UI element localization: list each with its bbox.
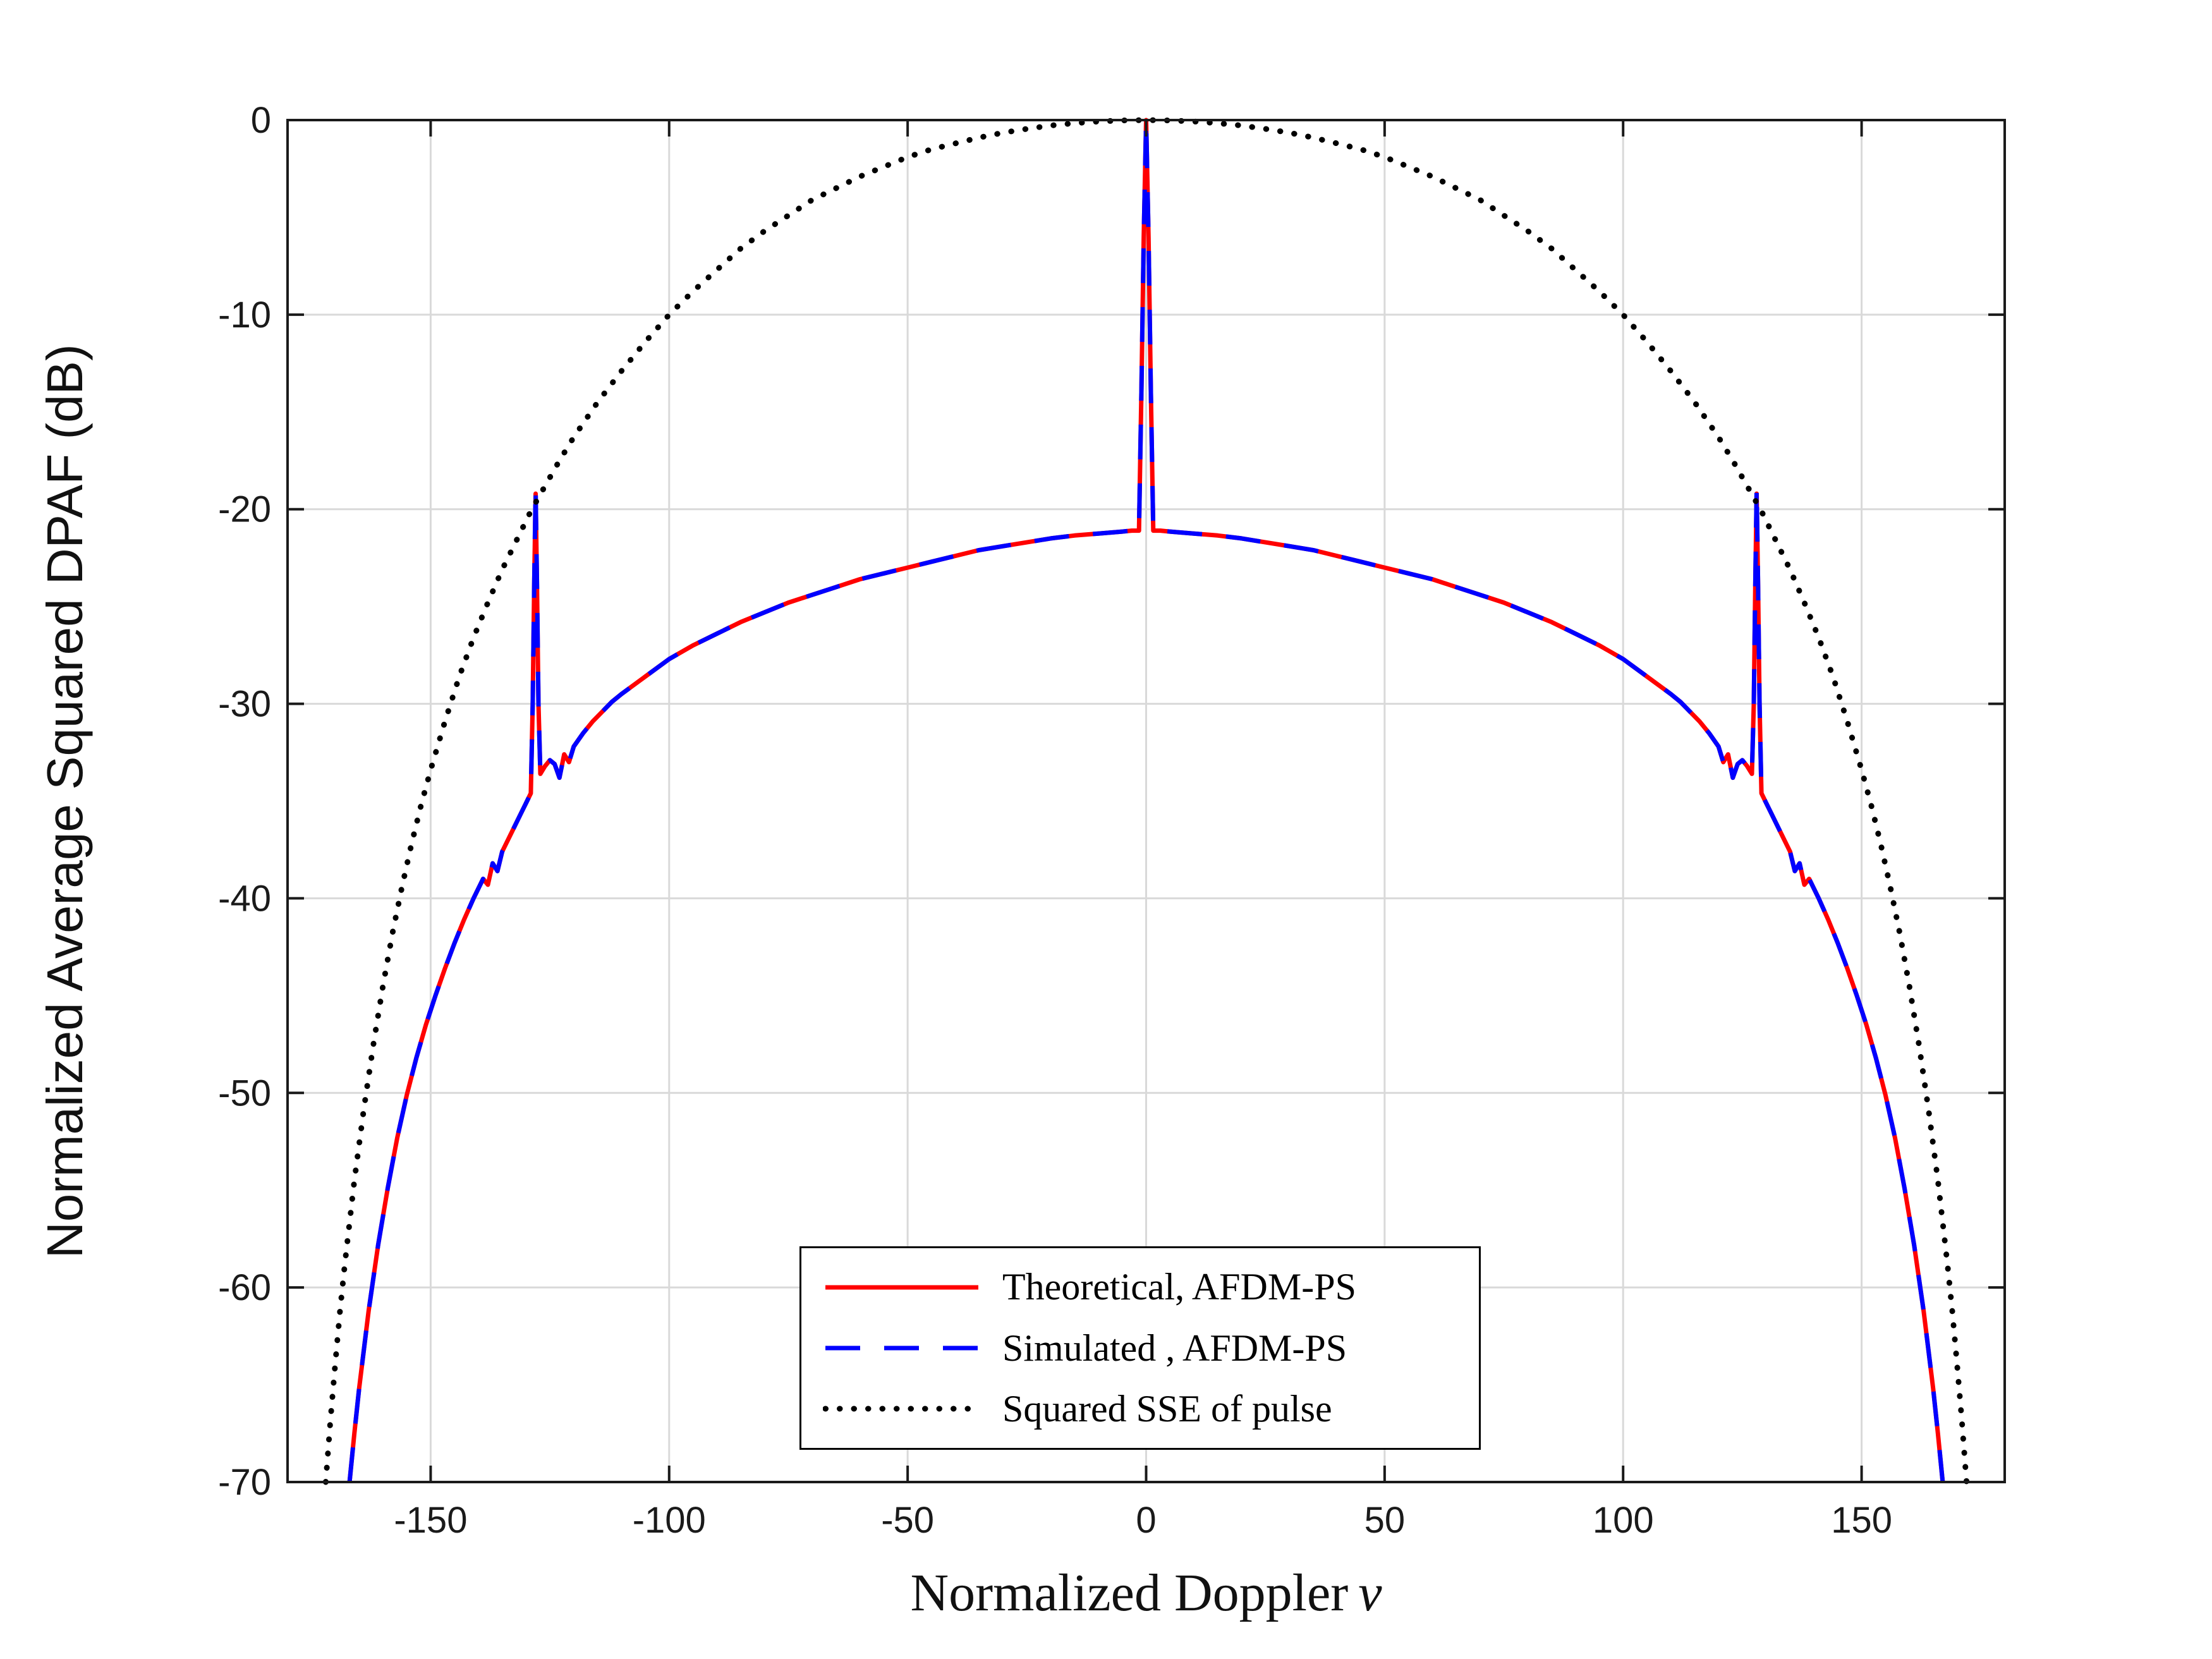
y-tick-label: -60 — [218, 1267, 271, 1308]
legend-line-sample-dashed — [825, 1346, 978, 1351]
x-axis-label-text: Normalized Doppler — [910, 1564, 1349, 1622]
legend-line-sample-dotted — [823, 1406, 981, 1412]
axes-layer: -150 -100 -50 0 50 100 150 0 -10 -20 -30 -40 -50 -60 -… — [218, 100, 2006, 1541]
legend-label: Squared SSE of pulse — [1002, 1387, 1332, 1430]
legend-item: Simulated , AFDM-PS — [823, 1327, 1479, 1370]
x-tick-label: 100 — [1593, 1500, 1654, 1541]
legend-item: Squared SSE of pulse — [823, 1387, 1479, 1431]
x-tick-label: -150 — [394, 1500, 467, 1541]
x-tick-label: 50 — [1364, 1500, 1406, 1541]
legend: Theoretical, AFDM-PS Simulated , AFDM-PS S… — [799, 1246, 1481, 1450]
y-axis-label: Normalized Average Squared DPAF (dB) — [37, 344, 93, 1258]
y-tick-label: -70 — [218, 1462, 271, 1503]
legend-label: Theoretical, AFDM-PS — [1002, 1266, 1356, 1308]
legend-label: Simulated , AFDM-PS — [1002, 1327, 1347, 1369]
x-tick-label: -100 — [633, 1500, 706, 1541]
y-tick-label: -30 — [218, 684, 271, 725]
y-tick-label: -10 — [218, 295, 271, 336]
x-tick-label: -50 — [881, 1500, 934, 1541]
x-axis-label: Normalized Doppler ν — [288, 1562, 2005, 1624]
x-tick-label: 0 — [1136, 1500, 1156, 1541]
x-tick-label: 150 — [1831, 1500, 1892, 1541]
legend-item: Theoretical, AFDM-PS — [823, 1265, 1479, 1309]
series-line-1 — [347, 118, 1945, 1483]
x-axis-label-symbol: ν — [1358, 1564, 1382, 1622]
y-tick-label: -20 — [218, 489, 271, 530]
y-tick-label: 0 — [251, 100, 271, 141]
y-tick-label: -40 — [218, 878, 271, 919]
y-tick-label: -50 — [218, 1073, 271, 1114]
legend-line-sample-solid — [825, 1285, 978, 1290]
